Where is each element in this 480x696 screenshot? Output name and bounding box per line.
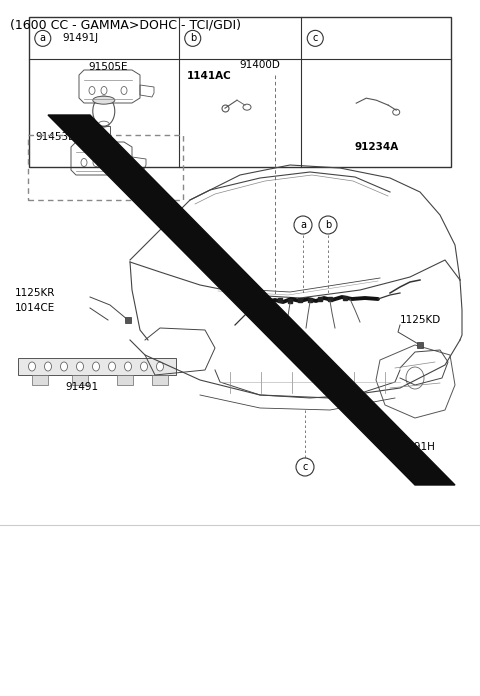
Ellipse shape <box>76 362 84 371</box>
Text: a: a <box>300 220 306 230</box>
Ellipse shape <box>93 96 115 104</box>
Text: 91491: 91491 <box>65 382 98 392</box>
Ellipse shape <box>93 362 99 371</box>
Ellipse shape <box>45 362 51 371</box>
Bar <box>72 375 88 385</box>
Text: 91505E: 91505E <box>88 62 128 72</box>
Text: 91491J: 91491J <box>63 33 99 43</box>
Ellipse shape <box>108 362 116 371</box>
Bar <box>18 358 176 375</box>
Polygon shape <box>48 115 455 485</box>
Text: b: b <box>190 33 196 43</box>
Text: c: c <box>302 462 308 472</box>
Text: 91234A: 91234A <box>354 142 398 152</box>
Ellipse shape <box>124 362 132 371</box>
Ellipse shape <box>156 362 164 371</box>
Bar <box>32 375 48 385</box>
Text: 1125KR: 1125KR <box>15 288 55 298</box>
Text: b: b <box>325 220 331 230</box>
Text: 1014CE: 1014CE <box>15 303 55 313</box>
Bar <box>152 375 168 385</box>
Text: 91491H: 91491H <box>395 442 435 452</box>
Bar <box>117 375 133 385</box>
Text: a: a <box>40 33 46 43</box>
Text: 91400D: 91400D <box>240 60 280 70</box>
Text: 91453B: 91453B <box>35 132 75 142</box>
Text: 1141AC: 1141AC <box>187 71 231 81</box>
Ellipse shape <box>28 362 36 371</box>
Text: 1125KD: 1125KD <box>400 315 441 325</box>
Bar <box>29 17 451 167</box>
Ellipse shape <box>60 362 68 371</box>
Text: c: c <box>312 33 318 43</box>
Bar <box>98 126 110 134</box>
Ellipse shape <box>141 362 147 371</box>
Text: (1600 CC - GAMMA>DOHC - TCI/GDI): (1600 CC - GAMMA>DOHC - TCI/GDI) <box>10 18 241 31</box>
